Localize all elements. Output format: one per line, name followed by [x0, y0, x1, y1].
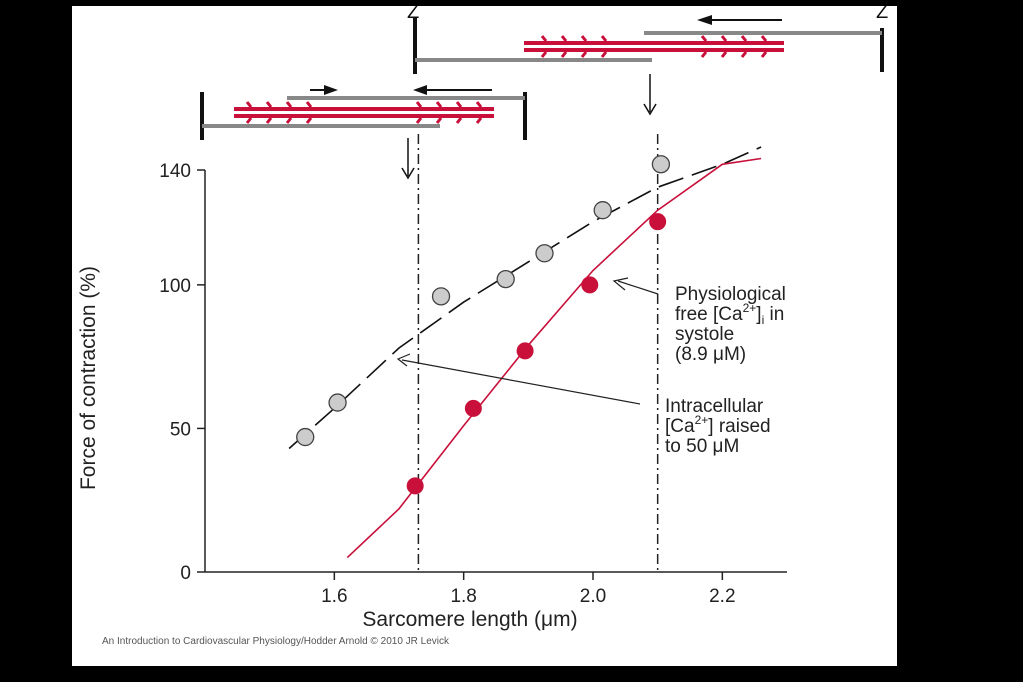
series-1-point	[464, 399, 482, 417]
series-0-point	[431, 287, 451, 306]
annotation-physio-line2: free [Ca2+]i in	[675, 301, 784, 327]
annotation-physio-line2sub: i	[762, 313, 765, 327]
y-tick-label: 50	[170, 419, 191, 440]
annotation-physio-line2a: free [Ca	[675, 304, 743, 325]
force-length-chart: Z Z 0 50 100 140 1.6 1.8 2.0 2.2 Sarcomere leng…	[77, 6, 888, 647]
x-tick-label: 1.6	[321, 586, 347, 607]
annotation-physio-line2sup: 2+	[743, 301, 757, 315]
x-tick-label: 2.2	[709, 586, 735, 607]
annotation-physio-line4: (8.9 μM)	[675, 344, 746, 365]
x-axis-title: Sarcomere length (μm)	[362, 608, 577, 631]
annotation-intracellular: Intracellular [Ca2+] raised to 50 μM	[396, 353, 771, 457]
z-label-right: Z	[876, 6, 888, 23]
annotation-intra-line2a: [Ca	[665, 416, 695, 437]
x-tick-label: 2.0	[580, 586, 606, 607]
series-1-point	[406, 477, 424, 495]
series-1-point	[516, 342, 534, 360]
sarcomere-diagram-long	[413, 15, 884, 116]
annotation-physio-line1: Physiological	[675, 284, 786, 305]
series-0-point	[593, 201, 612, 220]
series-0-point	[651, 155, 671, 174]
annotation-intra-line2: [Ca2+] raised	[665, 413, 771, 437]
y-tick-label: 140	[159, 161, 191, 182]
annotation-physiological: Physiological free [Ca2+]i in systole (8…	[612, 277, 786, 365]
z-label-left: Z	[407, 6, 419, 23]
x-tick-label: 1.8	[450, 586, 476, 607]
annotation-intra-line2sup: 2+	[695, 413, 709, 427]
figure-canvas: Z Z 0 50 100 140 1.6 1.8 2.0 2.2 Sarcomere leng…	[72, 6, 897, 666]
series-1-point	[581, 276, 599, 294]
series-0-point	[328, 393, 347, 412]
series-1-point	[649, 213, 667, 231]
y-tick-label: 0	[180, 563, 191, 584]
annotation-physio-line3: systole	[675, 324, 734, 345]
series-0-point	[535, 244, 554, 263]
copyright-credit: An Introduction to Cardiovascular Physio…	[102, 636, 450, 647]
series-0-fit-line	[288, 146, 762, 450]
series-0-point	[496, 269, 515, 289]
annotation-intra-line2b: ] raised	[708, 416, 770, 437]
annotation-intra-line1: Intracellular	[665, 396, 764, 417]
y-tick-label: 100	[159, 276, 191, 297]
annotation-intra-line3: to 50 μM	[665, 436, 739, 457]
series-0-point	[296, 427, 315, 447]
annotation-physio-line2b: ]	[756, 304, 761, 325]
sarcomere-diagram-short	[200, 85, 527, 180]
series-1-fit-line	[346, 157, 762, 559]
y-axis-title: Force of contraction (%)	[77, 266, 100, 490]
annotation-physio-line2c: in	[764, 304, 784, 325]
